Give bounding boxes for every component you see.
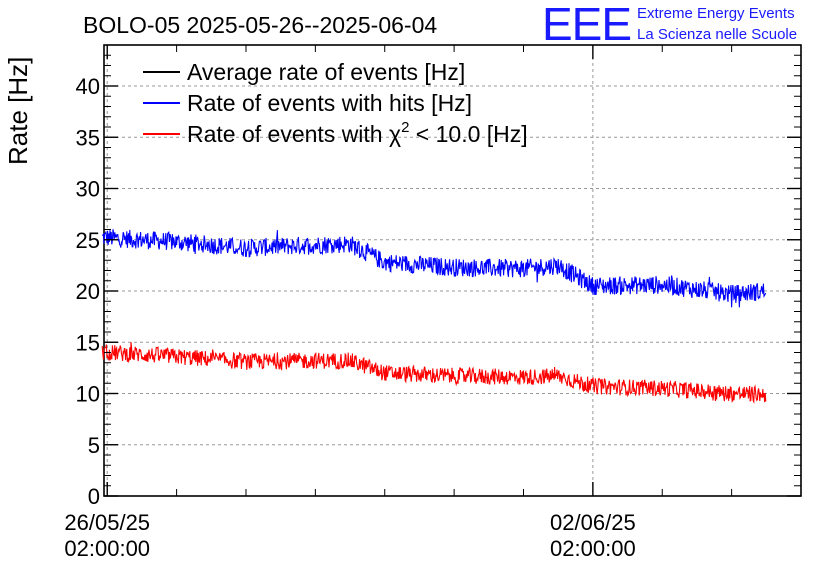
x-tick-label-date: 02/06/25 xyxy=(550,510,636,535)
series-hits-line xyxy=(101,229,767,308)
y-tick-labels: 0 5 10 15 20 25 30 35 40 xyxy=(76,74,100,509)
legend: Average rate of events [Hz] Rate of even… xyxy=(143,59,528,147)
y-axis-label: Rate [Hz] xyxy=(3,57,33,165)
logo-mark: EEE xyxy=(542,0,631,50)
eee-logo: EEE Extreme Energy Events La Scienza nel… xyxy=(542,0,797,50)
legend-label-hits: Rate of events with hits [Hz] xyxy=(187,90,472,116)
y-tick-label: 15 xyxy=(76,330,100,355)
y-tick-label: 0 xyxy=(88,484,100,509)
legend-label-average: Average rate of events [Hz] xyxy=(187,59,465,85)
grid-lines xyxy=(104,45,801,496)
x-tick-label-time: 02:00:00 xyxy=(64,536,150,561)
y-tick-label: 35 xyxy=(76,125,100,150)
x-tick-label-time: 02:00:00 xyxy=(550,536,636,561)
y-tick-label: 25 xyxy=(76,228,100,253)
axis-ticks xyxy=(104,44,802,497)
x-tick-label-date: 26/05/25 xyxy=(64,510,150,535)
logo-line2: La Scienza nelle Scuole xyxy=(637,26,797,43)
y-tick-label: 40 xyxy=(76,74,100,99)
series-chi2-line xyxy=(101,342,767,404)
chart-title: BOLO-05 2025-05-26--2025-06-04 xyxy=(83,12,437,38)
y-tick-label: 30 xyxy=(76,177,100,202)
y-tick-label: 20 xyxy=(76,279,100,304)
series-layer xyxy=(101,229,767,404)
y-tick-label: 10 xyxy=(76,382,100,407)
y-tick-label: 5 xyxy=(88,433,100,458)
legend-label-chi2: Rate of events with χ2 < 10.0 [Hz] xyxy=(187,119,528,147)
logo-line1: Extreme Energy Events xyxy=(637,5,795,22)
